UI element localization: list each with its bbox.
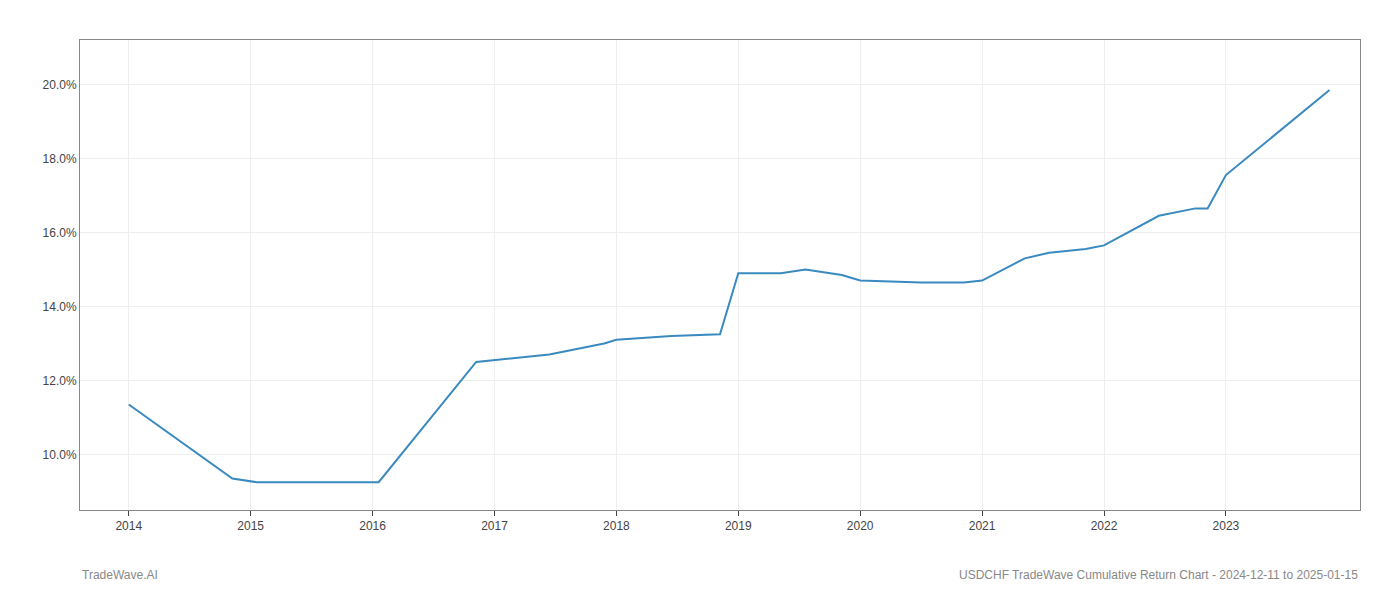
svg-text:16.0%: 16.0% (43, 226, 77, 240)
svg-text:12.0%: 12.0% (43, 374, 77, 388)
svg-text:2020: 2020 (847, 519, 874, 533)
svg-text:2016: 2016 (359, 519, 386, 533)
svg-text:USDCHF TradeWave Cumulative Re: USDCHF TradeWave Cumulative Return Chart… (959, 568, 1358, 582)
svg-text:14.0%: 14.0% (43, 300, 77, 314)
svg-text:2015: 2015 (237, 519, 264, 533)
svg-text:2018: 2018 (603, 519, 630, 533)
svg-text:2017: 2017 (481, 519, 508, 533)
svg-text:2014: 2014 (115, 519, 142, 533)
svg-text:10.0%: 10.0% (43, 448, 77, 462)
svg-text:TradeWave.AI: TradeWave.AI (82, 568, 158, 582)
svg-text:18.0%: 18.0% (43, 152, 77, 166)
svg-text:2023: 2023 (1213, 519, 1240, 533)
svg-text:2019: 2019 (725, 519, 752, 533)
svg-text:2021: 2021 (969, 519, 996, 533)
svg-text:20.0%: 20.0% (43, 78, 77, 92)
svg-text:2022: 2022 (1091, 519, 1118, 533)
